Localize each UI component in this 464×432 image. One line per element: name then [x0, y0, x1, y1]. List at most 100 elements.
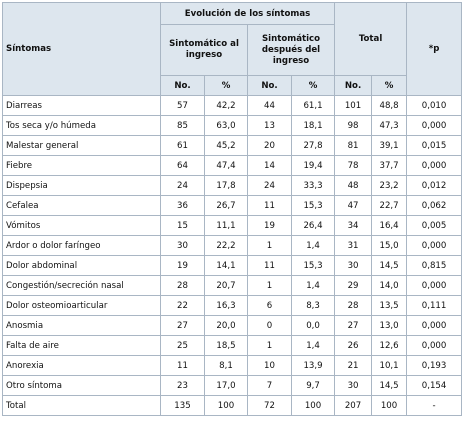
value-cell: 14,1 [204, 255, 248, 276]
table-row: Dispepsia 24 17,8 24 33,3 48 23,2 0,012 [2, 175, 463, 196]
symptom-name-cell: Anosmia [2, 315, 161, 336]
value-cell: 15,0 [371, 235, 408, 256]
value-cell: 47 [334, 195, 373, 216]
value-cell: 15,3 [290, 195, 336, 216]
value-cell: 0,000 [406, 335, 463, 356]
value-cell: 72 [247, 395, 292, 416]
value-cell: 11 [247, 195, 292, 216]
value-cell: 0,0 [290, 315, 336, 336]
table-row: Anosmia 27 20,0 0 0,0 27 13,0 0,000 [2, 315, 463, 336]
value-cell: 25 [160, 335, 205, 356]
symptom-name-cell: Malestar general [2, 135, 161, 156]
symptom-name-cell: Dolor osteomioarticular [2, 295, 161, 316]
value-cell: 14,5 [371, 255, 408, 276]
value-cell: 0,000 [406, 115, 463, 136]
value-cell: 0,193 [406, 355, 463, 376]
value-cell: 14,0 [371, 275, 408, 296]
value-cell: 37,7 [371, 155, 408, 176]
value-cell: 23 [160, 375, 205, 396]
symptom-name-cell: Dispepsia [2, 175, 161, 196]
symptom-name-cell: Ardor o dolor faríngeo [2, 235, 161, 256]
value-cell: 0,000 [406, 275, 463, 296]
value-cell: 9,7 [290, 375, 336, 396]
value-cell: 22,2 [204, 235, 248, 256]
header-total: Total [334, 2, 408, 76]
value-cell: - [406, 395, 463, 416]
value-cell: 100 [371, 395, 408, 416]
value-cell: 21 [334, 355, 373, 376]
value-cell: 11 [247, 255, 292, 276]
value-cell: 22 [160, 295, 205, 316]
table-row: Anorexia 11 8,1 10 13,9 21 10,1 0,193 [2, 355, 463, 376]
value-cell: 28 [160, 275, 205, 296]
value-cell: 47,3 [371, 115, 408, 136]
value-cell: 1 [247, 275, 292, 296]
header-p: *p [406, 2, 463, 96]
symptom-name-cell: Cefalea [2, 195, 161, 216]
header-sint-despues: Sintomático después del ingreso [246, 24, 336, 76]
value-cell: 207 [334, 395, 373, 416]
symptom-name-cell: Fiebre [2, 155, 161, 176]
table-row: Dolor osteomioarticular 22 16,3 6 8,3 28 13,5 0… [2, 295, 463, 316]
symptoms-table: Síntomas Evolución de los síntomas Total… [2, 2, 463, 416]
value-cell: 14 [247, 155, 292, 176]
table-row: Tos seca y/o húmeda 85 63,0 13 18,1 98 47,3 0,0… [2, 115, 463, 136]
value-cell: 57 [160, 95, 205, 116]
table-row: Malestar general 61 45,2 20 27,8 81 39,1 0,015 [2, 135, 463, 156]
value-cell: 39,1 [371, 135, 408, 156]
value-cell: 13,0 [371, 315, 408, 336]
value-cell: 44 [247, 95, 292, 116]
value-cell: 0,005 [406, 215, 463, 236]
value-cell: 1,4 [290, 235, 336, 256]
value-cell: 19 [247, 215, 292, 236]
value-cell: 19,4 [290, 155, 336, 176]
symptom-name-cell: Congestión/secreción nasal [2, 275, 161, 296]
value-cell: 1,4 [290, 335, 336, 356]
value-cell: 8,3 [290, 295, 336, 316]
header-pct: % [371, 75, 408, 96]
value-cell: 24 [160, 175, 205, 196]
header-evolucion: Evolución de los síntomas [159, 2, 336, 25]
value-cell: 27 [160, 315, 205, 336]
value-cell: 0,012 [406, 175, 463, 196]
value-cell: 81 [334, 135, 373, 156]
table-row: Congestión/secreción nasal 28 20,7 1 1,4 29 14… [2, 275, 463, 296]
table-row: Total 135 100 72 100 207 100- [2, 395, 463, 416]
value-cell: 100 [204, 395, 248, 416]
value-cell: 29 [334, 275, 373, 296]
value-cell: 30 [334, 255, 373, 276]
table-row: Ardor o dolor faríngeo 30 22,2 1 1,4 31 15,0 0,… [2, 235, 463, 256]
value-cell: 16,3 [204, 295, 248, 316]
value-cell: 61 [160, 135, 205, 156]
value-cell: 78 [334, 155, 373, 176]
value-cell: 13 [247, 115, 292, 136]
value-cell: 20,7 [204, 275, 248, 296]
value-cell: 11,1 [204, 215, 248, 236]
value-cell: 17,8 [204, 175, 248, 196]
value-cell: 16,4 [371, 215, 408, 236]
value-cell: 26 [334, 335, 373, 356]
value-cell: 7 [247, 375, 292, 396]
table-row: Otro síntoma 23 17,0 7 9,7 30 14,5 0,154 [2, 375, 463, 396]
value-cell: 1 [247, 335, 292, 356]
table-header: Síntomas Evolución de los síntomas Total… [2, 2, 463, 96]
table-row: Dolor abdominal 19 14,1 11 15,3 30 14,5 0,815 [2, 255, 463, 276]
table-row: Diarreas 57 42,2 44 61,1 101 48,8 0,010 [2, 95, 463, 116]
value-cell: 34 [334, 215, 373, 236]
value-cell: 98 [334, 115, 373, 136]
value-cell: 28 [334, 295, 373, 316]
value-cell: 18,5 [204, 335, 248, 356]
value-cell: 31 [334, 235, 373, 256]
value-cell: 48 [334, 175, 373, 196]
value-cell: 0 [247, 315, 292, 336]
symptom-name-cell: Otro síntoma [2, 375, 161, 396]
value-cell: 30 [334, 375, 373, 396]
value-cell: 135 [160, 395, 205, 416]
value-cell: 26,4 [290, 215, 336, 236]
value-cell: 1 [247, 235, 292, 256]
value-cell: 64 [160, 155, 205, 176]
symptom-name-cell: Tos seca y/o húmeda [2, 115, 161, 136]
value-cell: 45,2 [204, 135, 248, 156]
value-cell: 8,1 [204, 355, 248, 376]
symptom-name-cell: Total [2, 395, 161, 416]
